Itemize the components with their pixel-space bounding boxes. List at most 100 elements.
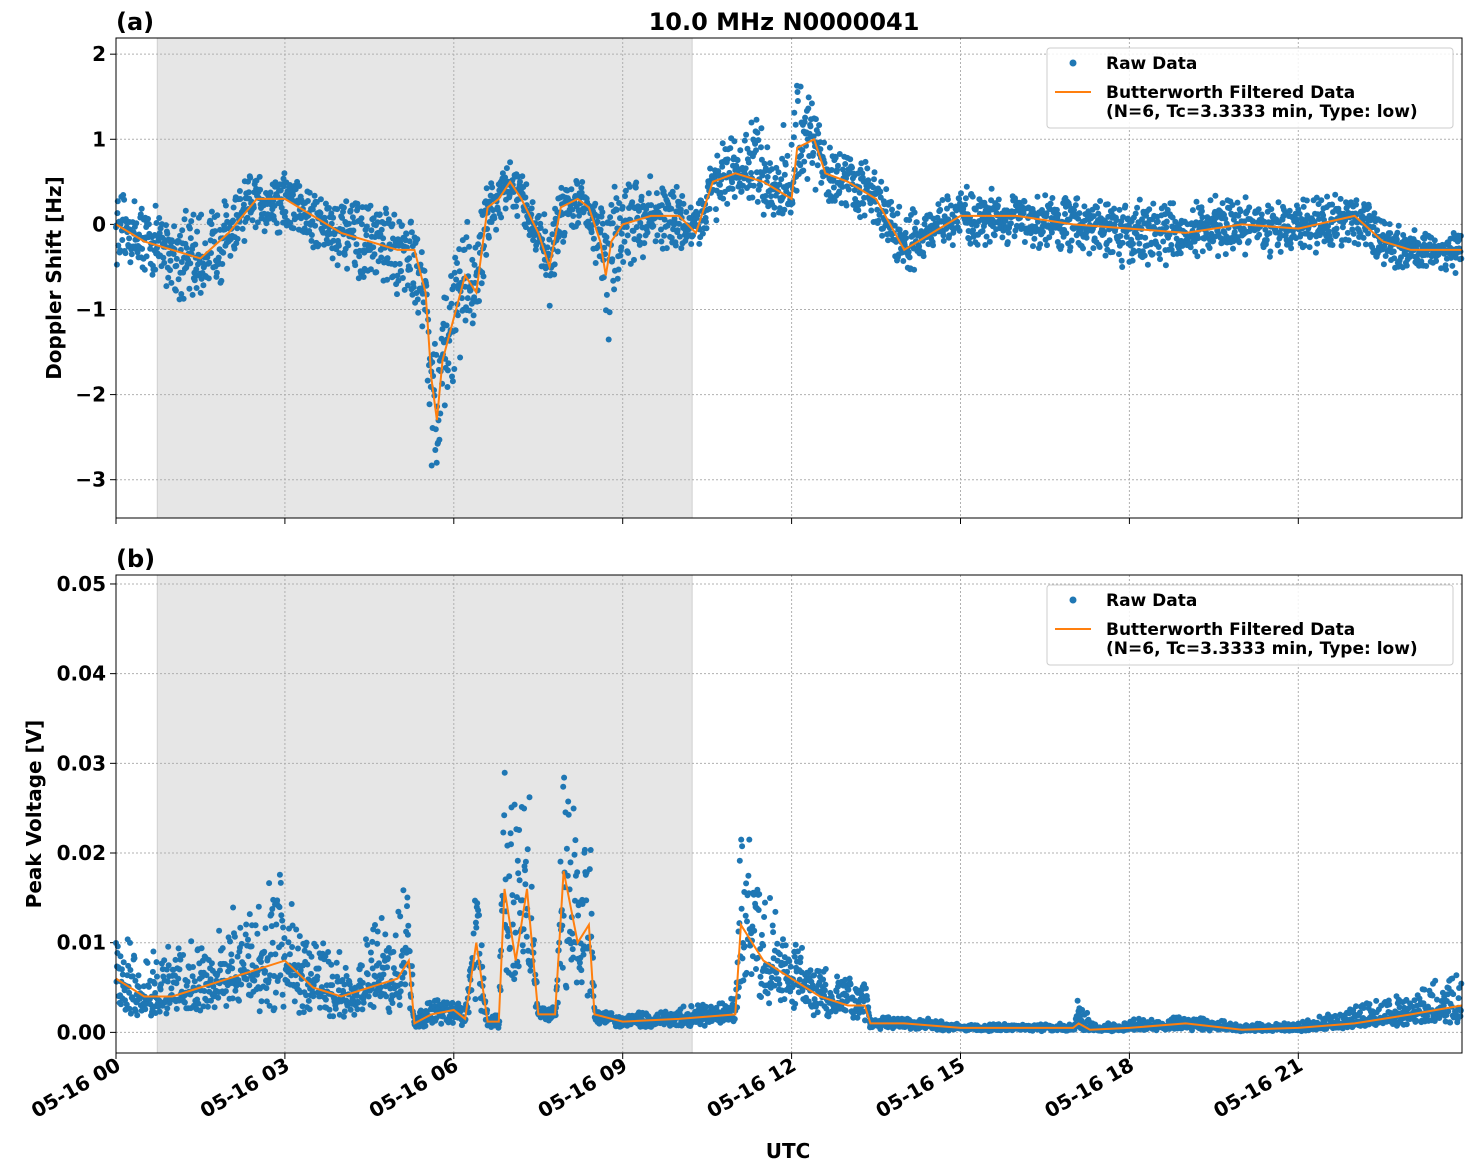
raw-data-point — [945, 216, 952, 223]
raw-data-point — [782, 161, 789, 168]
raw-data-point — [552, 215, 559, 222]
raw-data-point — [1011, 233, 1018, 240]
raw-data-point — [485, 234, 492, 241]
raw-data-point — [263, 998, 270, 1005]
raw-data-point — [724, 200, 731, 207]
raw-data-point — [470, 930, 477, 937]
raw-data-point — [250, 204, 257, 211]
raw-data-point — [1027, 230, 1034, 237]
raw-data-point — [336, 949, 343, 955]
raw-data-point — [1246, 204, 1253, 211]
raw-data-point — [449, 378, 456, 385]
raw-data-point — [864, 996, 871, 1003]
raw-data-point — [506, 873, 513, 880]
raw-data-point — [913, 219, 920, 226]
raw-data-point — [1161, 202, 1168, 209]
raw-data-point — [229, 995, 236, 1002]
raw-data-point — [322, 996, 329, 1003]
raw-data-point — [129, 973, 136, 980]
raw-data-point — [281, 935, 288, 942]
raw-data-point — [288, 972, 295, 979]
raw-data-point — [276, 904, 283, 911]
raw-data-point — [1195, 235, 1202, 242]
raw-data-point — [289, 944, 296, 950]
raw-data-point — [328, 961, 335, 968]
raw-data-point — [654, 232, 661, 239]
raw-data-point — [461, 246, 468, 253]
raw-data-point — [738, 188, 745, 195]
raw-data-point — [414, 236, 421, 243]
raw-data-point — [739, 843, 746, 850]
raw-data-point — [786, 958, 793, 965]
raw-data-point — [1394, 229, 1401, 236]
raw-data-point — [828, 167, 835, 173]
raw-data-point — [421, 267, 428, 274]
raw-data-point — [769, 922, 776, 929]
raw-data-point — [1131, 249, 1138, 255]
raw-data-point — [265, 976, 272, 983]
raw-data-point — [451, 366, 458, 372]
raw-data-point — [678, 245, 685, 252]
raw-data-point — [594, 218, 601, 225]
raw-data-point — [755, 137, 762, 144]
raw-data-point — [396, 1002, 403, 1009]
raw-data-point — [257, 186, 264, 193]
raw-data-point — [193, 266, 200, 273]
raw-data-point — [845, 986, 852, 993]
raw-data-point — [625, 249, 632, 256]
raw-data-point — [190, 964, 196, 970]
raw-data-point — [1275, 199, 1282, 206]
raw-data-point — [192, 241, 199, 248]
raw-data-point — [378, 915, 385, 921]
raw-data-point — [1150, 200, 1157, 207]
raw-data-point — [198, 211, 205, 218]
raw-data-point — [117, 247, 124, 254]
raw-data-point — [1293, 216, 1300, 223]
raw-data-point — [1230, 245, 1236, 252]
raw-data-point — [1210, 238, 1217, 244]
raw-data-point — [731, 1016, 738, 1022]
raw-data-point — [513, 203, 519, 210]
raw-data-point — [191, 978, 198, 985]
raw-data-point — [885, 237, 891, 244]
raw-data-point — [1306, 244, 1313, 251]
raw-data-point — [602, 251, 609, 258]
raw-data-point — [173, 262, 180, 269]
raw-data-point — [770, 211, 777, 218]
raw-data-point — [820, 976, 827, 983]
raw-data-point — [1333, 225, 1340, 232]
raw-data-point — [940, 237, 947, 244]
raw-data-point — [208, 208, 215, 215]
raw-data-point — [1198, 219, 1204, 226]
raw-data-point — [781, 171, 788, 178]
raw-data-point — [239, 225, 246, 232]
raw-data-point — [1411, 227, 1418, 234]
raw-data-point — [466, 243, 473, 250]
raw-data-point — [1101, 228, 1108, 235]
raw-data-point — [169, 238, 176, 245]
raw-data-point — [526, 794, 533, 801]
raw-data-point — [1081, 203, 1088, 210]
raw-data-point — [849, 164, 855, 171]
raw-data-point — [177, 956, 184, 963]
raw-data-point — [404, 894, 411, 901]
raw-data-point — [377, 984, 384, 991]
raw-data-point — [1129, 257, 1136, 264]
raw-data-point — [367, 202, 374, 209]
raw-data-point — [512, 970, 519, 976]
raw-data-point — [1321, 216, 1327, 223]
raw-data-point — [599, 209, 606, 216]
raw-data-point — [1314, 211, 1321, 218]
raw-data-point — [798, 152, 805, 159]
raw-data-point — [404, 282, 411, 289]
raw-data-point — [633, 179, 640, 186]
raw-data-point — [609, 256, 616, 263]
raw-data-point — [372, 922, 378, 928]
raw-data-point — [230, 904, 237, 911]
raw-data-point — [186, 225, 193, 232]
raw-data-point — [745, 872, 752, 879]
raw-data-point — [808, 100, 815, 107]
raw-data-point — [1415, 240, 1422, 246]
raw-data-point — [341, 981, 348, 988]
raw-data-point — [229, 965, 236, 972]
